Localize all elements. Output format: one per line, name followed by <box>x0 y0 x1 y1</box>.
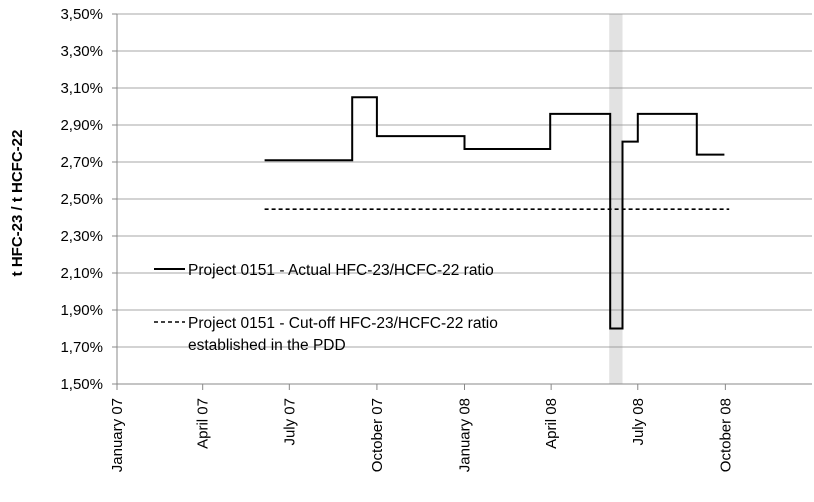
y-axis-label: t HFC-23 / t HCFC-22 <box>9 130 26 277</box>
legend-label-line-1-1: established in the PDD <box>188 337 346 354</box>
series-line-0 <box>264 96 725 330</box>
y-tick-label-7: 2,90% <box>60 117 103 134</box>
x-tick-labels: January 07 April 07 July 07 October 07 Janua… <box>109 398 734 472</box>
x-tick-label-2: July 07 <box>281 398 298 446</box>
y-tick-label-6: 2,70% <box>60 154 103 171</box>
legend-label-1: Project 0151 - Cut-off HFC-23/HCFC-22 ra… <box>188 315 498 354</box>
y-tick-label-3: 2,10% <box>60 265 103 282</box>
y-tick-label-5: 2,50% <box>60 191 103 208</box>
x-tick-label-6: July 08 <box>630 398 647 446</box>
y-tick-label-10: 3,50% <box>60 6 103 23</box>
legend-label-line-1-0: Project 0151 - Cut-off HFC-23/HCFC-22 ra… <box>188 315 498 332</box>
legend-label-0: Project 0151 - Actual HFC-23/HCFC-22 rat… <box>188 262 494 279</box>
x-tick-label-4: January 08 <box>457 398 474 472</box>
axes <box>112 13 812 390</box>
gridlines <box>117 13 812 348</box>
x-tick-label-3: October 07 <box>369 398 386 472</box>
x-tick-label-5: April 08 <box>543 398 560 449</box>
y-tick-label-2: 1,90% <box>60 302 103 319</box>
y-tick-label-1: 1,70% <box>60 339 103 356</box>
series-layer <box>264 96 730 330</box>
x-tick-label-0: January 07 <box>109 398 126 472</box>
y-tick-label-0: 1,50% <box>60 376 103 393</box>
legend-label-line-0-0: Project 0151 - Actual HFC-23/HCFC-22 rat… <box>188 262 494 279</box>
y-tick-labels: 1,50% 1,70% 1,90% 2,10% 2,30% 2,50% 2,70% 2,90%… <box>60 6 103 393</box>
y-tick-label-8: 3,10% <box>60 80 103 97</box>
x-tick-label-1: April 07 <box>195 398 212 449</box>
x-tick-label-7: October 08 <box>717 398 734 472</box>
y-tick-label-9: 3,30% <box>60 43 103 60</box>
y-tick-label-4: 2,30% <box>60 228 103 245</box>
legend: Project 0151 - Actual HFC-23/HCFC-22 rat… <box>154 262 498 354</box>
